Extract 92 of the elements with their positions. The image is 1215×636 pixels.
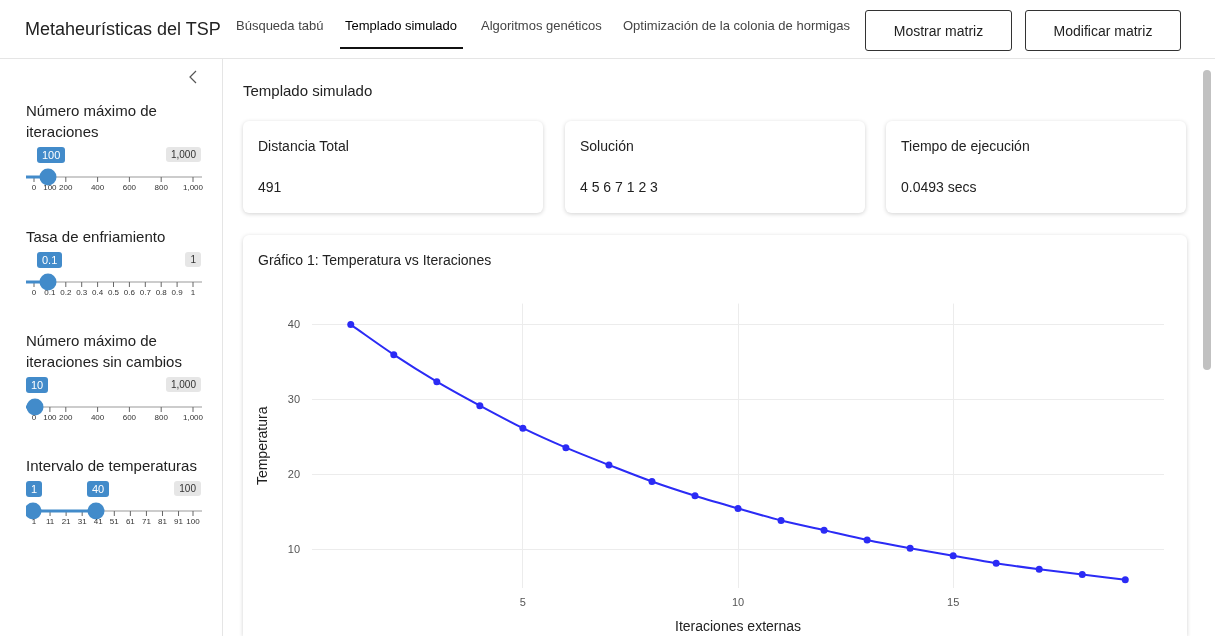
point xyxy=(734,504,742,512)
point xyxy=(605,461,613,469)
text: 400 xyxy=(90,413,105,422)
point xyxy=(390,351,398,359)
text: 0 xyxy=(31,183,37,192)
text: 1 xyxy=(26,481,43,497)
text: 1,000 xyxy=(182,183,204,192)
point xyxy=(863,536,871,544)
text: Solución xyxy=(580,138,634,154)
text: 1 xyxy=(31,517,37,526)
chart-title: Gráfico 1: Temperatura vs Iteraciones xyxy=(258,252,492,268)
text: Número máximo de iteraciones xyxy=(26,101,158,142)
text: 0.1 xyxy=(37,252,63,268)
y-tick-label: 30 xyxy=(287,392,301,405)
text: 40 xyxy=(87,481,110,497)
point xyxy=(648,477,656,485)
point xyxy=(691,492,699,500)
text: Tasa de enfriamiento xyxy=(26,227,167,247)
text: 0.9 xyxy=(171,288,183,297)
text: 200 xyxy=(59,183,73,192)
text: Metaheurísticas del TSP xyxy=(25,19,221,40)
text: 0.8 xyxy=(155,288,167,297)
x-tick-label: 15 xyxy=(947,595,960,608)
x-tick-label: 5 xyxy=(519,595,526,608)
text: 1,000 xyxy=(165,377,201,392)
text: 600 xyxy=(122,183,137,192)
text: 21 xyxy=(61,517,71,526)
x-tick-label: 10 xyxy=(731,595,745,608)
text: 10 xyxy=(26,377,49,393)
text: 491 xyxy=(258,179,282,195)
y-axis-title: Temperatura xyxy=(254,406,271,486)
text: Intervalo de temperaturas xyxy=(26,456,198,476)
point xyxy=(347,321,355,329)
y-tick-label: 40 xyxy=(287,317,301,330)
text: Templado simulado xyxy=(243,82,373,99)
text: 31 xyxy=(77,517,87,526)
text: 51 xyxy=(109,517,119,526)
point xyxy=(1121,576,1129,584)
text: 100 xyxy=(43,413,57,422)
point xyxy=(1078,570,1086,578)
text: 91 xyxy=(174,517,183,526)
text: 0 xyxy=(31,413,37,422)
point xyxy=(1035,565,1043,573)
text: 800 xyxy=(154,183,168,192)
y-tick-label: 10 xyxy=(287,542,301,555)
text: 100 xyxy=(43,183,57,192)
point xyxy=(519,424,527,432)
x-axis-title: Iteraciones externas xyxy=(674,618,802,635)
text: 81 xyxy=(158,517,167,526)
text: Algoritmos genéticos xyxy=(481,18,602,33)
text: 200 xyxy=(59,413,73,422)
text: 0.2 xyxy=(60,288,72,297)
text: 0.1 xyxy=(44,288,56,297)
text: 4 5 6 7 1 2 3 xyxy=(580,179,658,195)
text: 0.4 xyxy=(92,288,104,297)
text: 400 xyxy=(90,183,105,192)
text: 600 xyxy=(122,413,137,422)
text: Distancia Total xyxy=(258,138,349,154)
text: 1,000 xyxy=(165,147,201,162)
text: 0.5 xyxy=(107,288,120,297)
text: Optimización de la colonia de hormigas xyxy=(623,18,850,33)
text: 800 xyxy=(154,413,168,422)
text: 100 xyxy=(37,147,66,163)
point xyxy=(992,559,1000,567)
text: 1,000 xyxy=(182,413,204,422)
point xyxy=(777,516,785,524)
text: Búsqueda tabú xyxy=(236,18,324,33)
text: 1 xyxy=(185,252,201,267)
text: Número máximo de iteraciones sin cambios xyxy=(26,331,183,372)
text: Modificar matriz xyxy=(1025,10,1181,51)
point xyxy=(949,552,957,560)
text: Tiempo de ejecución xyxy=(901,138,1030,154)
text: 0.3 xyxy=(76,288,88,297)
point xyxy=(820,526,828,534)
text: 100 xyxy=(186,517,200,526)
text: 11 xyxy=(45,517,55,526)
y-tick-label: 20 xyxy=(287,467,301,480)
text: 0 xyxy=(31,288,37,297)
text: 0.7 xyxy=(139,288,151,297)
point xyxy=(906,544,914,552)
text: Templado simulado xyxy=(345,18,458,33)
text: 0.0493 secs xyxy=(901,179,977,195)
text: 1 xyxy=(190,288,196,297)
text: 71 xyxy=(141,517,151,526)
point xyxy=(433,378,441,386)
text: 100 xyxy=(174,481,201,496)
point xyxy=(562,444,570,452)
text: Mostrar matriz xyxy=(865,10,1012,51)
text: 41 xyxy=(93,517,103,526)
text: 0.6 xyxy=(123,288,135,297)
text: 61 xyxy=(125,517,135,526)
point xyxy=(476,402,484,410)
